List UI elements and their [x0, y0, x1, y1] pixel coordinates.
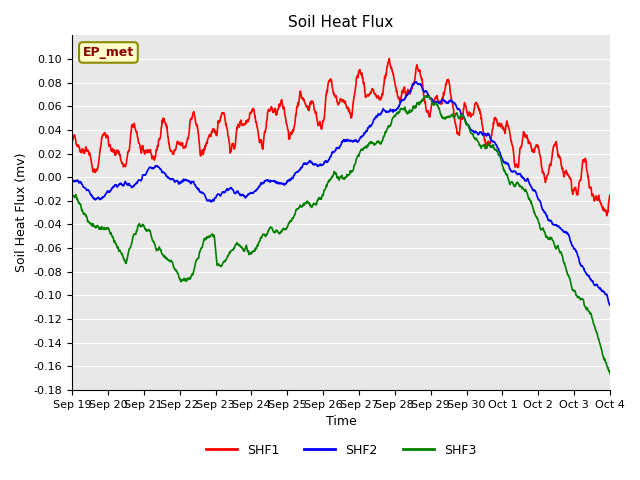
- SHF1: [385, 56, 393, 61]
- Legend: SHF1, SHF2, SHF3: SHF1, SHF2, SHF3: [200, 439, 481, 462]
- SHF1: [603, 213, 611, 218]
- SHF1: [572, 186, 580, 192]
- SHF3: [606, 371, 614, 377]
- SHF1: [312, 110, 319, 116]
- Line: SHF2: SHF2: [72, 82, 610, 305]
- SHF2: [606, 302, 614, 308]
- SHF3: [422, 93, 429, 99]
- Text: EP_met: EP_met: [83, 46, 134, 59]
- X-axis label: Time: Time: [326, 415, 356, 428]
- SHF2: [68, 178, 76, 184]
- SHF2: [572, 248, 580, 254]
- SHF3: [78, 207, 86, 213]
- SHF2: [78, 182, 86, 188]
- SHF1: [439, 95, 447, 101]
- SHF3: [572, 291, 580, 297]
- Y-axis label: Soil Heat Flux (mv): Soil Heat Flux (mv): [15, 153, 28, 272]
- SHF3: [344, 172, 351, 178]
- SHF3: [164, 257, 172, 263]
- Line: SHF3: SHF3: [72, 96, 610, 374]
- SHF2: [344, 136, 351, 142]
- SHF1: [606, 192, 614, 198]
- SHF3: [312, 201, 319, 207]
- SHF3: [68, 191, 76, 196]
- Title: Soil Heat Flux: Soil Heat Flux: [289, 15, 394, 30]
- SHF1: [68, 140, 76, 145]
- SHF1: [78, 147, 86, 153]
- SHF2: [164, 175, 172, 181]
- Line: SHF1: SHF1: [72, 59, 610, 216]
- SHF1: [344, 106, 351, 111]
- SHF2: [412, 79, 419, 85]
- SHF2: [312, 162, 319, 168]
- SHF3: [439, 116, 447, 121]
- SHF1: [164, 134, 172, 140]
- SHF2: [439, 97, 447, 103]
